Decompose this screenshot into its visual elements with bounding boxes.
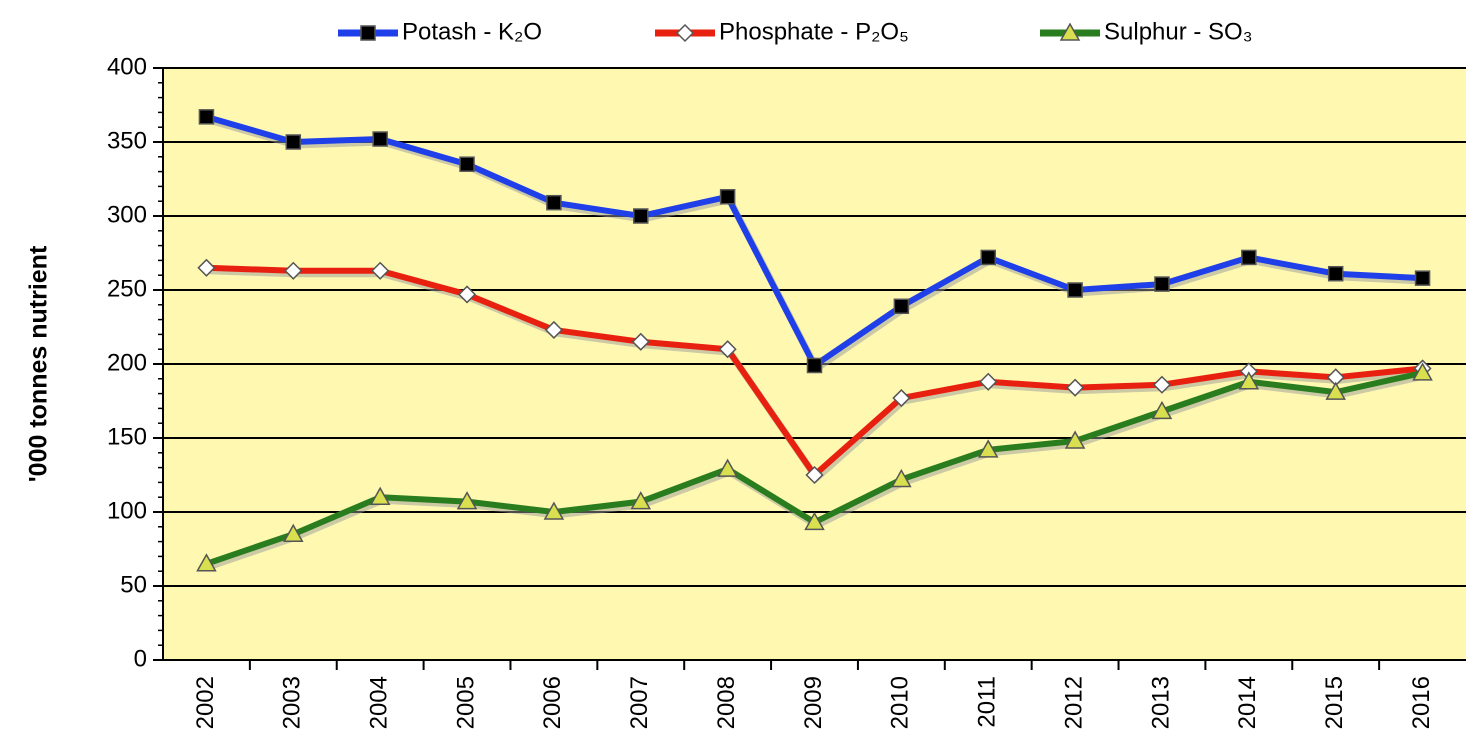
x-tick-label: 2003 (279, 676, 306, 729)
marker (283, 523, 304, 542)
y-tick-label: 250 (107, 275, 147, 302)
x-tick-label: 2009 (800, 676, 827, 729)
marker (284, 261, 303, 280)
y-tick-label: 200 (107, 349, 147, 376)
marker (198, 109, 215, 125)
marker (1151, 400, 1173, 420)
marker (1414, 270, 1431, 286)
marker (977, 439, 999, 458)
marker (718, 340, 737, 359)
marker (804, 511, 825, 531)
marker (717, 458, 738, 477)
marker (457, 285, 477, 304)
x-tick-label: 2015 (1321, 676, 1348, 729)
marker (979, 372, 998, 391)
marker (1067, 282, 1083, 298)
marker (631, 332, 650, 351)
marker (891, 468, 912, 488)
marker (805, 465, 824, 485)
y-tick-label: 150 (107, 423, 147, 450)
marker (197, 258, 216, 277)
y-tick-label: 100 (107, 497, 147, 524)
marker (719, 189, 736, 205)
marker (544, 320, 563, 340)
x-tick-label: 2004 (366, 676, 393, 729)
marker (675, 23, 695, 43)
x-tick-label: 2007 (626, 676, 653, 729)
y-tick-label: 0 (134, 645, 147, 672)
legend-label: Phosphate - P₂O₅ (719, 18, 909, 45)
marker (980, 249, 996, 266)
y-axis-label: '000 tonnes nutrient (25, 245, 53, 482)
marker (360, 25, 376, 41)
legend-label: Sulphur - SO₃ (1104, 18, 1253, 45)
marker (372, 131, 388, 147)
marker (1238, 371, 1260, 390)
marker (1325, 381, 1346, 400)
marker (1241, 249, 1257, 266)
y-tick-label: 350 (107, 127, 147, 154)
marker (1059, 22, 1081, 41)
series (198, 109, 1431, 374)
marker (456, 491, 478, 510)
marker (546, 194, 562, 211)
marker (1064, 430, 1086, 449)
marker (630, 491, 652, 510)
marker (285, 134, 302, 150)
x-tick-label: 2013 (1147, 676, 1174, 729)
x-tick-label: 2002 (192, 676, 219, 729)
marker (1327, 265, 1344, 282)
marker (459, 156, 475, 172)
marker (892, 388, 911, 408)
marker (806, 357, 823, 374)
x-tick-label: 2016 (1408, 676, 1435, 729)
x-tick-label: 2014 (1234, 676, 1261, 729)
series (197, 258, 1432, 485)
y-tick-label: 50 (120, 571, 147, 598)
marker (369, 486, 391, 505)
marker (1066, 378, 1085, 397)
x-tick-label: 2008 (713, 676, 740, 729)
x-tick-label: 2010 (887, 676, 914, 729)
marker (1412, 362, 1433, 381)
marker (893, 298, 910, 315)
x-tick-label: 2012 (1060, 676, 1087, 729)
series (196, 362, 1433, 572)
y-tick-label: 400 (107, 53, 147, 80)
x-tick-label: 2006 (539, 676, 566, 729)
x-tick-label: 2005 (452, 676, 479, 729)
marker (1154, 276, 1170, 292)
marker (1152, 375, 1172, 394)
marker (543, 501, 565, 520)
marker (371, 261, 390, 280)
legend-label: Potash - K₂O (402, 18, 542, 45)
y-tick-label: 300 (107, 201, 147, 228)
marker (633, 208, 649, 224)
marker (196, 553, 217, 572)
x-tick-label: 2011 (974, 676, 1001, 728)
